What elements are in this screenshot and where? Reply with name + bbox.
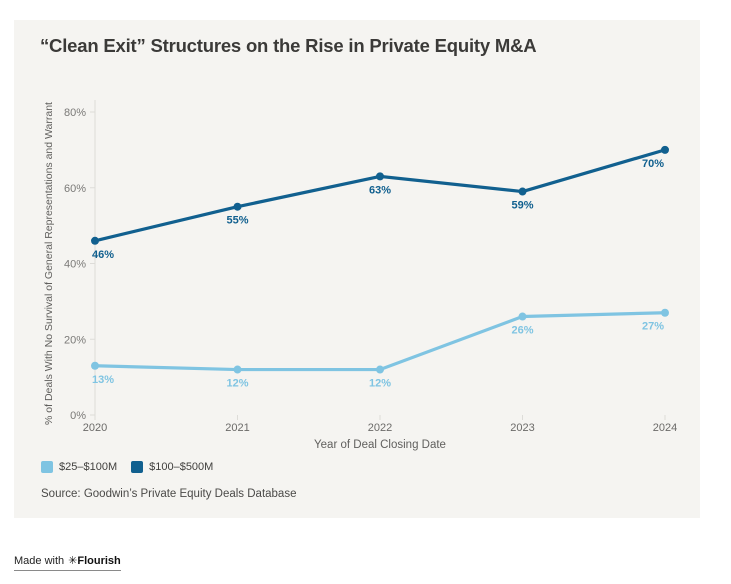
data-point <box>518 312 527 321</box>
y-tick-label: 80% <box>64 107 86 119</box>
line-chart: 0% 20% 40% 60% 80% % of Deals With No Surviva… <box>14 20 700 465</box>
chart-svg: 0% 20% 40% 60% 80% % of Deals With No Surviva… <box>43 100 677 451</box>
y-tick-label: 20% <box>64 334 86 346</box>
legend-item-25-100m[interactable]: $25–$100M <box>41 461 117 473</box>
data-point-label: 13% <box>92 374 114 386</box>
flourish-logo-icon: ✳ <box>68 555 78 567</box>
data-point <box>376 365 384 374</box>
legend-swatch-dark-blue <box>131 461 144 473</box>
x-tick-label: 2024 <box>653 422 677 434</box>
data-point-label: 26% <box>511 325 533 337</box>
legend-item-100-500m[interactable]: $100–$500M <box>131 461 213 473</box>
x-tick-label: 2022 <box>368 422 392 434</box>
series-1: 46% 55% 63% 59% 70% <box>91 145 669 261</box>
y-axis-title: % of Deals With No Survival of General R… <box>43 102 55 425</box>
x-tick-label: 2020 <box>83 422 107 434</box>
y-tick-label: 0% <box>70 410 86 422</box>
x-tick-label: 2021 <box>225 422 249 434</box>
legend-label-100-500m: $100–$500M <box>149 461 214 473</box>
legend-swatch-light-blue <box>41 461 53 473</box>
data-point <box>376 172 384 181</box>
data-point <box>518 187 527 196</box>
x-axis-title: Year of Deal Closing Date <box>314 439 446 451</box>
chart-card: 0% 20% 40% 60% 80% % of Deals With No Surviva… <box>14 20 700 518</box>
data-point <box>91 236 99 245</box>
x-axis: 2020 2021 2022 2023 2024 Year of Deal Closing… <box>83 415 677 451</box>
data-point <box>233 365 242 374</box>
series-0: 13% 12% 12% 26% 27% <box>91 308 669 390</box>
source-note: Source: Goodwin’s Private Equity Deals D… <box>41 488 297 500</box>
flourish-credit-link[interactable]: Made with ✳ Flourish <box>14 554 121 571</box>
data-point-label: 59% <box>511 200 533 212</box>
flourish-brand-text: Flourish <box>77 555 121 567</box>
data-point-label: 27% <box>642 321 664 333</box>
data-point <box>661 145 669 154</box>
data-point-label: 63% <box>369 184 391 196</box>
x-tick-label: 2023 <box>510 422 534 434</box>
data-point <box>233 202 242 211</box>
chart-title: “Clean Exit” Structures on the Rise in P… <box>40 35 537 56</box>
data-point-label: 46% <box>92 249 114 261</box>
made-with-text: Made with <box>14 555 65 567</box>
legend: $25–$100M $100–$500M <box>41 461 213 473</box>
legend-label-25-100m: $25–$100M <box>59 461 118 473</box>
y-tick-label: 40% <box>64 259 86 271</box>
y-axis: 0% 20% 40% 60% 80% % of Deals With No Surviva… <box>43 100 96 425</box>
data-point-label: 12% <box>369 378 391 390</box>
data-point <box>661 308 669 317</box>
y-tick-label: 60% <box>64 183 86 195</box>
data-point <box>91 361 99 370</box>
data-point-label: 70% <box>642 158 664 170</box>
data-point-label: 55% <box>226 215 248 227</box>
data-point-label: 12% <box>226 378 248 390</box>
